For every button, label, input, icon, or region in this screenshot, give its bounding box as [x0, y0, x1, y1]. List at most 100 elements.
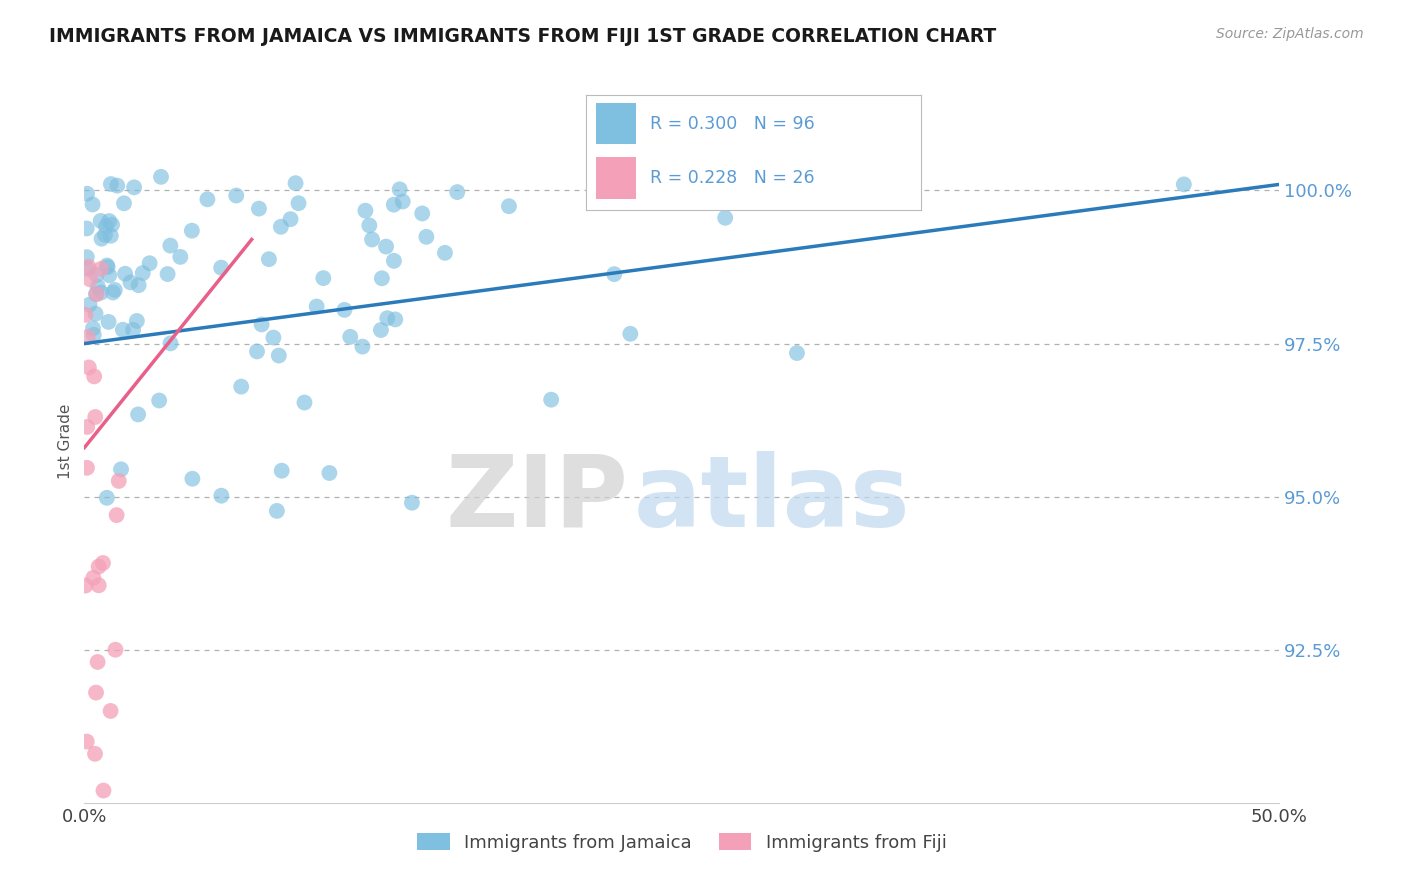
Immigrants from Fiji — [86, 655, 108, 669]
Immigrants from Jamaica — [98, 268, 121, 283]
Immigrants from Fiji — [84, 747, 107, 761]
Immigrants from Jamaica — [98, 214, 121, 228]
Immigrants from Jamaica — [498, 199, 520, 213]
Text: IMMIGRANTS FROM JAMAICA VS IMMIGRANTS FROM FIJI 1ST GRADE CORRELATION CHART: IMMIGRANTS FROM JAMAICA VS IMMIGRANTS FR… — [49, 27, 997, 45]
Immigrants from Fiji — [76, 734, 98, 748]
Immigrants from Jamaica — [148, 393, 170, 408]
Immigrants from Jamaica — [318, 466, 340, 480]
Immigrants from Jamaica — [361, 232, 384, 246]
Immigrants from Jamaica — [94, 227, 117, 242]
Immigrants from Fiji — [82, 571, 104, 585]
Immigrants from Jamaica — [112, 196, 135, 211]
Immigrants from Jamaica — [352, 340, 374, 354]
Immigrants from Jamaica — [76, 261, 98, 276]
Immigrants from Fiji — [79, 272, 101, 286]
Immigrants from Fiji — [83, 369, 105, 384]
Immigrants from Jamaica — [90, 214, 112, 228]
Immigrants from Jamaica — [231, 379, 253, 393]
Immigrants from Jamaica — [354, 203, 377, 218]
Immigrants from Jamaica — [786, 346, 808, 360]
Immigrants from Jamaica — [305, 300, 328, 314]
Text: atlas: atlas — [634, 450, 911, 548]
Immigrants from Fiji — [77, 360, 100, 375]
Immigrants from Jamaica — [619, 326, 641, 341]
Immigrants from Fiji — [75, 578, 97, 592]
Immigrants from Jamaica — [270, 464, 292, 478]
Immigrants from Jamaica — [105, 178, 128, 193]
Immigrants from Jamaica — [169, 250, 191, 264]
Immigrants from Jamaica — [127, 408, 149, 422]
Immigrants from Jamaica — [150, 169, 173, 184]
Immigrants from Jamaica — [122, 180, 145, 194]
Immigrants from Jamaica — [84, 286, 107, 301]
Immigrants from Fiji — [93, 783, 115, 797]
Immigrants from Jamaica — [312, 271, 335, 285]
Immigrants from Jamaica — [120, 276, 142, 290]
Immigrants from Jamaica — [415, 229, 437, 244]
Immigrants from Jamaica — [84, 307, 107, 321]
Immigrants from Jamaica — [125, 314, 148, 328]
Immigrants from Jamaica — [384, 312, 406, 326]
Immigrants from Jamaica — [159, 238, 181, 252]
Immigrants from Jamaica — [284, 176, 307, 190]
Immigrants from Fiji — [76, 330, 98, 344]
Text: ZIP: ZIP — [446, 450, 628, 548]
Immigrants from Fiji — [90, 261, 112, 276]
Immigrants from Fiji — [87, 559, 110, 574]
Y-axis label: 1st Grade: 1st Grade — [58, 404, 73, 479]
Immigrants from Jamaica — [446, 185, 468, 199]
Immigrants from Fiji — [100, 704, 122, 718]
Immigrants from Jamaica — [209, 489, 232, 503]
Immigrants from Jamaica — [225, 188, 247, 202]
Immigrants from Jamaica — [90, 285, 112, 300]
Immigrants from Jamaica — [114, 267, 136, 281]
Immigrants from Jamaica — [540, 392, 562, 407]
Immigrants from Jamaica — [110, 462, 132, 476]
Immigrants from Jamaica — [375, 311, 398, 326]
Immigrants from Jamaica — [100, 228, 122, 243]
Immigrants from Jamaica — [100, 177, 122, 191]
Immigrants from Fiji — [77, 260, 100, 274]
Text: Source: ZipAtlas.com: Source: ZipAtlas.com — [1216, 27, 1364, 41]
Immigrants from Jamaica — [267, 349, 290, 363]
Immigrants from Jamaica — [156, 267, 179, 281]
Immigrants from Jamaica — [287, 196, 309, 211]
Immigrants from Jamaica — [359, 219, 381, 233]
Immigrants from Jamaica — [79, 298, 101, 312]
Immigrants from Fiji — [75, 308, 97, 322]
Immigrants from Jamaica — [101, 218, 124, 232]
Immigrants from Fiji — [76, 460, 98, 475]
Immigrants from Jamaica — [96, 491, 118, 505]
Immigrants from Jamaica — [391, 194, 413, 209]
Immigrants from Jamaica — [411, 206, 433, 220]
Immigrants from Jamaica — [257, 252, 280, 267]
Immigrants from Jamaica — [375, 239, 398, 253]
Immigrants from Fiji — [87, 578, 110, 592]
Immigrants from Jamaica — [339, 330, 361, 344]
Immigrants from Jamaica — [247, 202, 270, 216]
Immigrants from Jamaica — [76, 221, 98, 235]
Immigrants from Jamaica — [138, 256, 160, 270]
Immigrants from Jamaica — [270, 219, 292, 234]
Immigrants from Jamaica — [128, 278, 150, 293]
Immigrants from Fiji — [91, 556, 114, 570]
Immigrants from Jamaica — [382, 253, 405, 268]
Immigrants from Jamaica — [209, 260, 232, 275]
Immigrants from Jamaica — [104, 283, 127, 297]
Immigrants from Jamaica — [132, 266, 155, 280]
Legend: Immigrants from Jamaica, Immigrants from Fiji: Immigrants from Jamaica, Immigrants from… — [411, 826, 953, 859]
Immigrants from Fiji — [84, 409, 107, 424]
Immigrants from Jamaica — [714, 211, 737, 225]
Immigrants from Jamaica — [76, 186, 98, 201]
Immigrants from Fiji — [105, 508, 128, 522]
Immigrants from Jamaica — [250, 318, 273, 332]
Immigrants from Jamaica — [97, 315, 120, 329]
Immigrants from Jamaica — [333, 302, 356, 317]
Immigrants from Fiji — [107, 474, 129, 488]
Immigrants from Jamaica — [96, 259, 118, 273]
Immigrants from Jamaica — [76, 250, 98, 264]
Immigrants from Jamaica — [159, 336, 181, 351]
Immigrants from Jamaica — [246, 344, 269, 359]
Immigrants from Jamaica — [280, 212, 302, 227]
Immigrants from Jamaica — [197, 192, 219, 206]
